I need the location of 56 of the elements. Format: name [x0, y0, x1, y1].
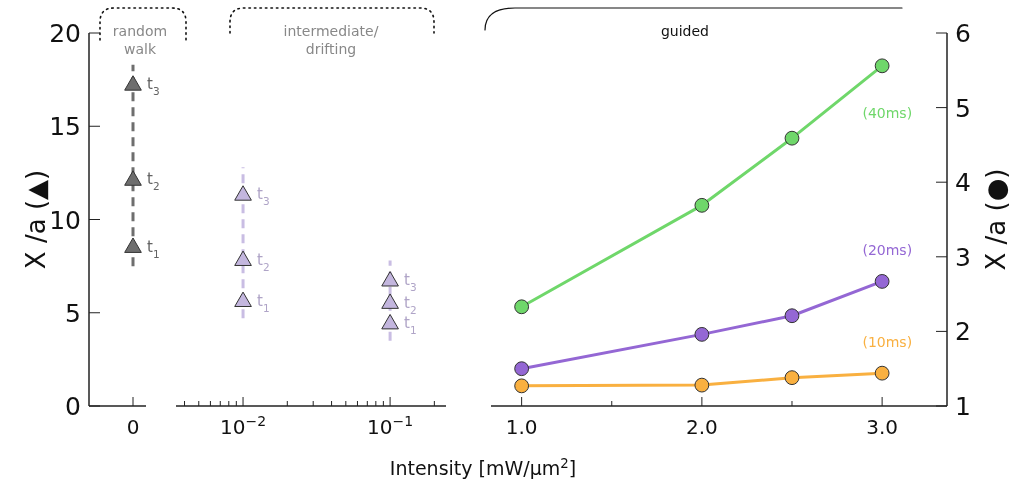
- point: [381, 313, 399, 330]
- point: [381, 271, 399, 287]
- x-tick-label: 3.0: [866, 415, 899, 439]
- x-tick-label: 2.0: [685, 415, 718, 439]
- point: [874, 58, 890, 74]
- annotation: t$_{1}$: [404, 314, 417, 337]
- point: [784, 308, 800, 324]
- y-tick-label: 0: [65, 392, 81, 421]
- point: [694, 326, 710, 342]
- x-axis-title: Intensity [mW/μm$^{2}$]: [389, 455, 577, 479]
- series-label: (10ms): [862, 334, 913, 351]
- y2-tick-label: 1: [955, 392, 971, 421]
- y2-tick-label: 2: [955, 317, 971, 347]
- point: [514, 361, 530, 377]
- point: [784, 130, 800, 146]
- point: [874, 365, 890, 381]
- point: [784, 370, 800, 386]
- annotation: random walk: [112, 23, 168, 57]
- annotation: t$_{3}$: [404, 271, 417, 294]
- y-tick-label: 20: [49, 19, 81, 48]
- annotation: t$_{3}$: [147, 75, 160, 98]
- y2-axis-title: X /a (●): [981, 168, 1011, 271]
- point: [694, 197, 710, 213]
- y2-tick-label: 6: [955, 19, 971, 48]
- point: [694, 377, 710, 393]
- point: [234, 185, 252, 201]
- point: [514, 299, 530, 315]
- point: [124, 170, 142, 186]
- x-tick-label: 10$^{−1}$: [367, 413, 414, 439]
- series-label: (20ms): [862, 242, 913, 259]
- annotation: guided: [660, 23, 710, 39]
- annotation: t$_{1}$: [147, 237, 160, 260]
- annotation: t$_{2}$: [257, 250, 270, 273]
- point: [514, 378, 530, 394]
- point: [234, 291, 252, 307]
- y-tick-label: 10: [49, 205, 81, 235]
- annotation: t$_{2}$: [147, 170, 160, 193]
- annotation: t$_{2}$: [404, 293, 417, 316]
- series-label: (40ms): [862, 104, 913, 121]
- point: [874, 274, 890, 289]
- y2-tick-label: 3: [955, 242, 971, 272]
- annotation: t$_{3}$: [257, 185, 270, 208]
- y-tick-label: 15: [49, 112, 81, 142]
- y2-tick-label: 4: [955, 168, 971, 198]
- x-tick-label: 1.0: [505, 415, 538, 439]
- point: [124, 75, 142, 91]
- point: [124, 237, 142, 253]
- y-axis-title: X /a (▲): [21, 169, 51, 270]
- annotation: intermediate/ drifting: [283, 23, 379, 57]
- y-tick-label: 5: [65, 298, 81, 328]
- x-tick-label: 0: [126, 415, 140, 439]
- y2-tick-label: 5: [955, 93, 971, 123]
- annotation: t$_{1}$: [257, 291, 270, 314]
- point: [234, 250, 252, 266]
- point: [381, 293, 399, 309]
- x-tick-label: 10$^{−2}$: [220, 413, 267, 439]
